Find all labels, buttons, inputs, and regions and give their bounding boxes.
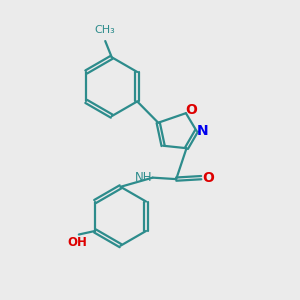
Text: O: O	[202, 171, 214, 184]
Text: N: N	[197, 124, 209, 138]
Text: CH₃: CH₃	[95, 25, 116, 34]
Text: O: O	[185, 103, 197, 117]
Text: NH: NH	[134, 171, 152, 184]
Text: OH: OH	[68, 236, 87, 249]
